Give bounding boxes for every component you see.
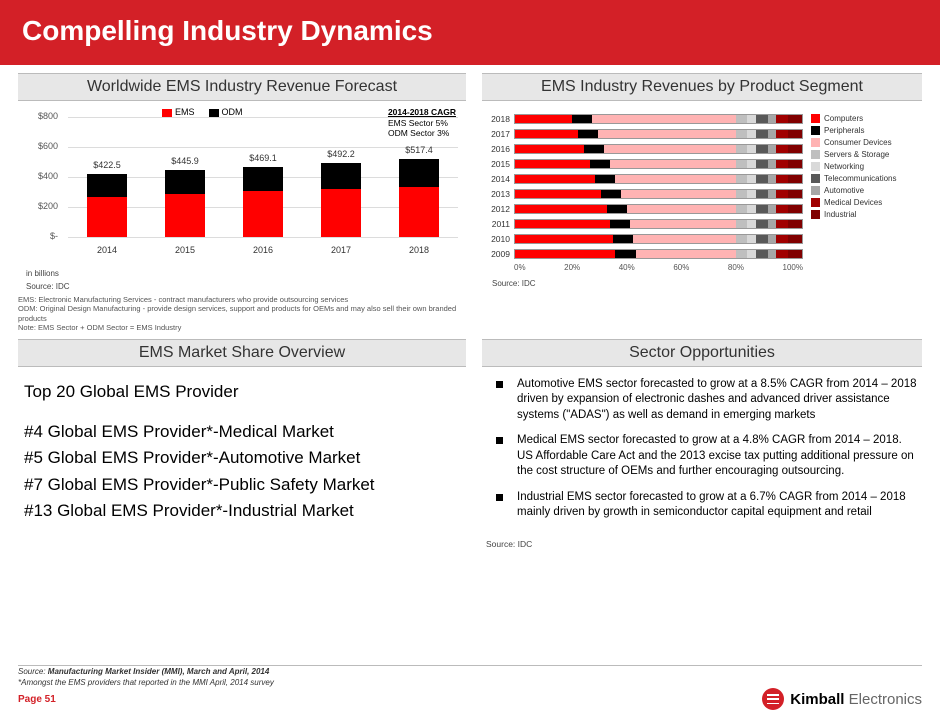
chart1-xlabels: 20142015201620172018 [68, 245, 458, 255]
slide-header: Compelling Industry Dynamics [0, 0, 940, 62]
chart2-source: Source: IDC [488, 277, 918, 290]
slide-title: Compelling Industry Dynamics [22, 15, 433, 47]
logo-icon [762, 688, 784, 710]
chart1-title: Worldwide EMS Industry Revenue Forecast [18, 73, 466, 101]
opportunities-list: Automotive EMS sector forecasted to grow… [482, 367, 922, 535]
content-area: Worldwide EMS Industry Revenue Forecast … [0, 65, 940, 549]
page-number: Page 51 [18, 694, 56, 705]
chart1-bars: $422.5$445.9$469.1$492.2$517.4 [68, 117, 458, 237]
chart2: 2018201720162015201420132012201120102009… [482, 101, 922, 292]
opportunities-title: Sector Opportunities [482, 339, 922, 367]
chart1-notes: EMS: Electronic Manufacturing Services -… [18, 295, 466, 333]
chart2-bars: 2018201720162015201420132012201120102009… [486, 107, 803, 277]
chart1-legend: EMSODM [162, 107, 243, 117]
footer: Source: Manufacturing Market Insider (MM… [0, 665, 940, 705]
footer-source-1: Source: Manufacturing Market Insider (MM… [0, 666, 940, 677]
chart1: EMSODM 2014-2018 CAGR EMS Sector 5% ODM … [18, 101, 466, 295]
chart1-unit: in billions [22, 267, 462, 280]
chart1-plot: $422.5$445.9$469.1$492.2$517.4 [68, 117, 458, 237]
opportunities-source: Source: IDC [486, 539, 922, 549]
chart1-yaxis: $800$600$400$200$- [22, 107, 62, 237]
footer-source-2: *Amongst the EMS providers that reported… [0, 677, 940, 688]
provider-heading: Top 20 Global EMS Provider [24, 379, 460, 405]
market-share-title: EMS Market Share Overview [18, 339, 466, 367]
chart1-source: Source: IDC [22, 280, 462, 293]
provider-list: Top 20 Global EMS Provider #4 Global EMS… [18, 367, 466, 529]
brand-logo: Kimball Electronics [762, 688, 922, 710]
chart2-title: EMS Industry Revenues by Product Segment [482, 73, 922, 101]
provider-items: #4 Global EMS Provider*-Medical Market#5… [24, 419, 460, 524]
chart2-legend: ComputersPeripheralsConsumer DevicesServ… [803, 107, 918, 277]
